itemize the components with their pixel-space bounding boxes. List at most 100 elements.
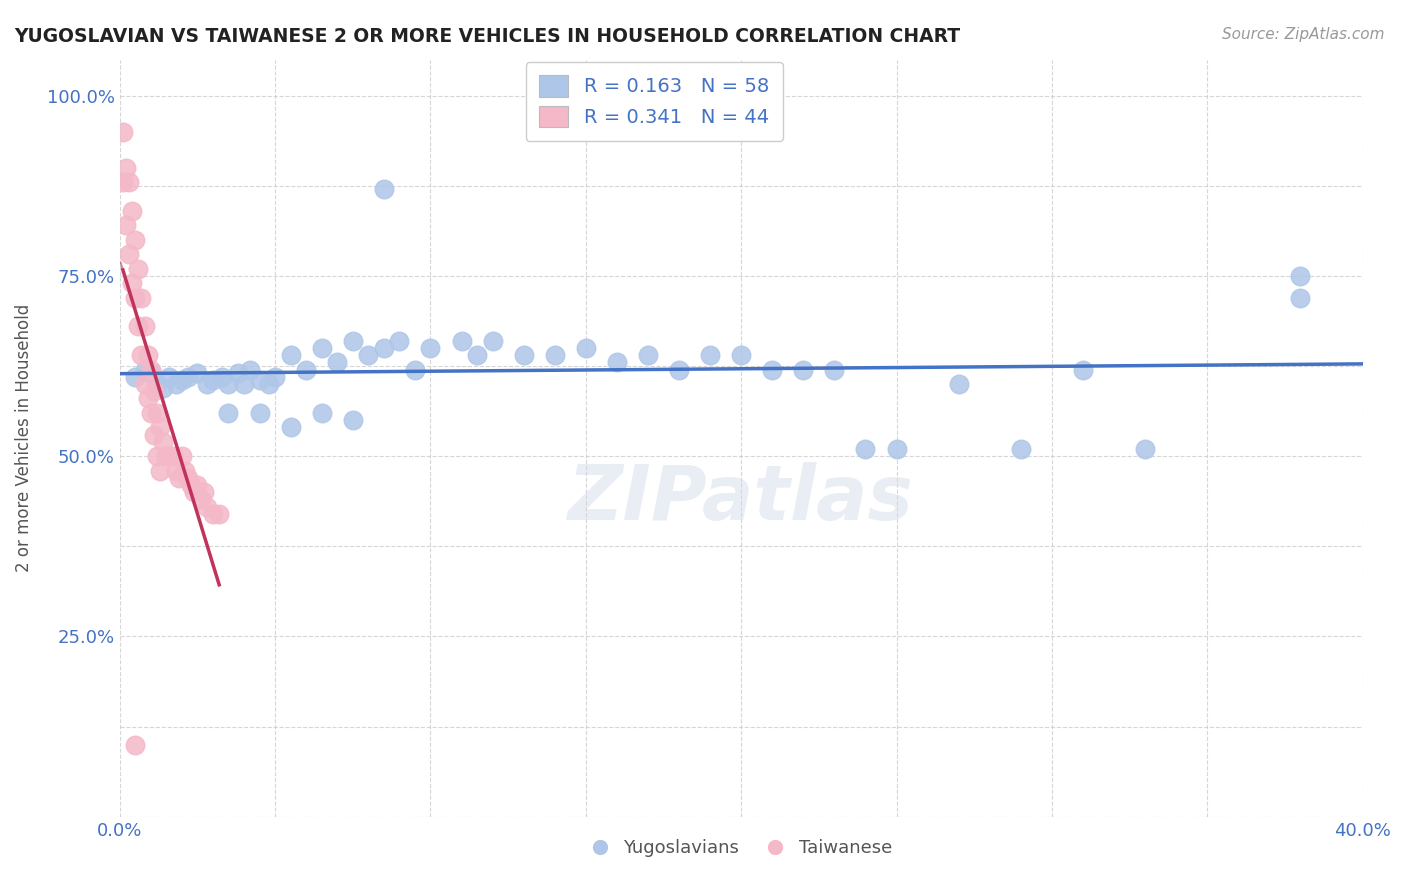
Point (295, 362, 318, 376)
Point (311, 406, 333, 420)
Point (388, 334, 411, 348)
Point (127, 261, 149, 276)
Point (136, 348, 159, 362)
Point (226, 366, 249, 380)
Point (668, 362, 690, 376)
Point (761, 362, 783, 376)
Point (121, 204, 143, 219)
Point (159, 449, 181, 463)
Point (730, 348, 752, 362)
Point (1010, 442, 1032, 456)
Point (419, 341, 441, 355)
Point (201, 507, 224, 521)
Point (326, 355, 349, 369)
Point (124, 738, 146, 752)
Point (118, 175, 141, 189)
Point (139, 362, 162, 376)
Point (167, 471, 190, 485)
Point (142, 384, 165, 399)
Point (177, 471, 200, 485)
Point (146, 377, 169, 392)
Point (342, 334, 364, 348)
Point (249, 406, 271, 420)
Point (136, 392, 159, 406)
Point (512, 348, 534, 362)
Point (159, 369, 181, 384)
Point (149, 464, 172, 478)
Point (118, 247, 141, 261)
Point (1289, 268, 1312, 283)
Point (280, 420, 302, 434)
Point (249, 374, 271, 388)
Point (139, 366, 162, 380)
Point (544, 348, 567, 362)
Point (134, 362, 156, 376)
Y-axis label: 2 or more Vehicles in Household: 2 or more Vehicles in Household (15, 304, 32, 573)
Text: Source: ZipAtlas.com: Source: ZipAtlas.com (1222, 27, 1385, 42)
Point (823, 362, 845, 376)
Point (637, 348, 659, 362)
Point (111, 175, 134, 189)
Point (162, 449, 184, 463)
Point (280, 348, 302, 362)
Point (450, 334, 472, 348)
Point (131, 348, 153, 362)
Point (948, 377, 970, 392)
Point (155, 449, 177, 463)
Point (481, 334, 503, 348)
Point (193, 485, 215, 500)
Point (201, 374, 224, 388)
Point (152, 381, 174, 395)
Point (699, 348, 721, 362)
Point (152, 434, 174, 449)
Point (218, 406, 240, 420)
Point (195, 500, 218, 514)
Point (190, 492, 212, 507)
Point (1289, 291, 1312, 305)
Point (124, 233, 146, 247)
Point (124, 369, 146, 384)
Point (124, 291, 146, 305)
Point (233, 377, 256, 392)
Point (792, 362, 814, 376)
Point (183, 485, 205, 500)
Point (357, 348, 380, 362)
Point (195, 377, 218, 392)
Point (146, 406, 169, 420)
Text: YUGOSLAVIAN VS TAIWANESE 2 OR MORE VEHICLES IN HOUSEHOLD CORRELATION CHART: YUGOSLAVIAN VS TAIWANESE 2 OR MORE VEHIC… (14, 27, 960, 45)
Point (218, 377, 240, 392)
Point (855, 442, 877, 456)
Point (264, 369, 287, 384)
Point (311, 341, 333, 355)
Point (465, 348, 488, 362)
Point (186, 478, 208, 492)
Point (373, 182, 395, 196)
Point (177, 369, 200, 384)
Point (211, 369, 233, 384)
Point (404, 362, 426, 376)
Point (575, 341, 598, 355)
Point (134, 319, 156, 334)
Point (139, 406, 162, 420)
Point (342, 413, 364, 427)
Point (886, 442, 908, 456)
Point (127, 319, 149, 334)
Point (208, 507, 231, 521)
Point (115, 219, 138, 233)
Point (606, 355, 628, 369)
Point (149, 420, 172, 434)
Point (142, 427, 165, 442)
Point (165, 377, 187, 392)
Point (170, 449, 193, 463)
Point (1133, 442, 1156, 456)
Point (180, 478, 202, 492)
Point (134, 377, 156, 392)
Point (239, 362, 262, 376)
Point (121, 276, 143, 290)
Point (373, 341, 395, 355)
Legend: Yugoslavians, Taiwanese: Yugoslavians, Taiwanese (583, 832, 898, 864)
Point (1071, 362, 1094, 376)
Text: ZIPatlas: ZIPatlas (568, 462, 914, 536)
Point (115, 161, 138, 175)
Point (186, 366, 208, 380)
